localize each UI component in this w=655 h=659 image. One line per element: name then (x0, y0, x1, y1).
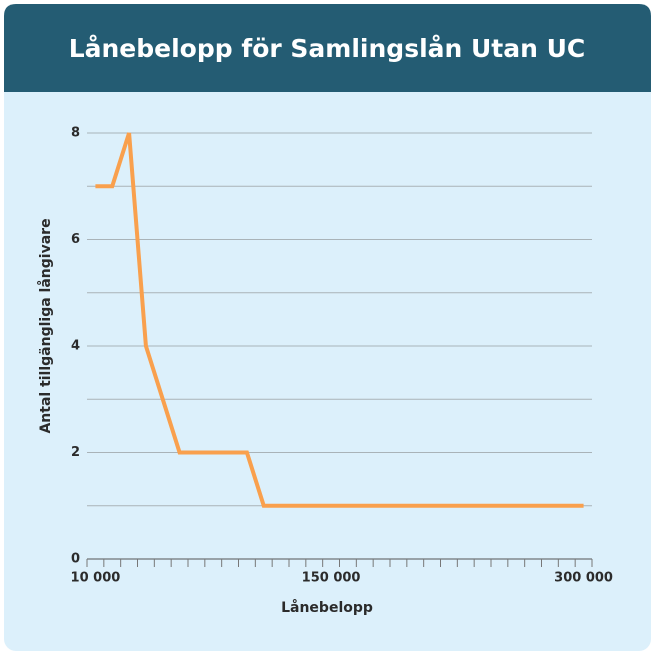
y-tick-label: 2 (71, 445, 80, 460)
card (4, 4, 651, 651)
y-tick-label: 0 (71, 552, 80, 567)
y-tick-label: 6 (71, 232, 80, 247)
x-tick-label: 10 000 (71, 571, 121, 586)
y-tick-label: 4 (71, 339, 80, 354)
line (95, 132, 584, 508)
y-tick-label: 8 (71, 126, 80, 141)
x-tick-label: 150 000 (302, 571, 361, 586)
x-axis-label: Lånebelopp (281, 599, 373, 616)
header (4, 4, 651, 92)
y-axis-label: Antal tillgängliga långivare (37, 218, 54, 433)
x-tick-label: 300 000 (554, 571, 613, 586)
chart-title: Lånebelopp för Samlingslån Utan UC (69, 34, 586, 63)
